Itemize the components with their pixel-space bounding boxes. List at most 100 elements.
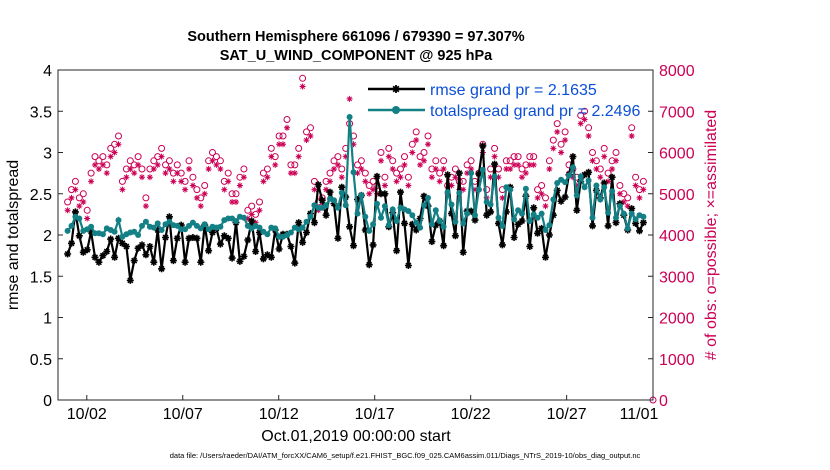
obs-assimilated-point [88,178,95,185]
y-right-tick-label: 6000 [659,146,695,163]
x-tick-label: 10/27 [547,406,587,423]
obs-assimilated-point [233,199,239,205]
obs-possible-point [557,140,565,148]
rmse-point [220,232,228,240]
rmse-point [604,222,612,230]
obs-assimilated-point [495,174,502,181]
rmse-point [459,248,467,256]
totalspread-point [158,227,165,233]
obs-assimilated-point [311,186,318,193]
totalspread-point [585,177,592,184]
y-left-tick-label: 3.5 [30,104,52,121]
y-left-tick-label: 0.5 [30,352,52,369]
obs-assimilated-point [68,194,75,201]
rmse-point [632,219,640,227]
totalspread-point [64,227,71,234]
totalspread-point [307,213,314,220]
obs-assimilated-point [613,157,619,164]
obs-assimilated-point [593,166,600,172]
rmse-point [483,211,491,219]
rmse-point [91,253,99,261]
rmse-point [310,219,318,227]
obs-assimilated-point [562,137,569,144]
obs-assimilated-point [131,170,138,177]
totalspread-point [389,206,396,213]
obs-possible-point [224,169,232,177]
obs-possible-point [287,161,295,169]
obs-possible-point [279,132,287,140]
obs-possible-point [283,116,291,123]
obs-possible-point [107,144,115,152]
totalspread-point [131,228,138,235]
footer-data-file: data file: /Users/raeder/DAI/ATM_forcXX/… [170,451,641,460]
rmse-point [428,238,436,246]
totalspread-point [331,197,337,204]
rmse-point [177,221,185,229]
totalspread-point [385,222,392,229]
y-left-tick-label: 4 [43,63,52,80]
rmse-point [432,221,440,229]
rmse-point [228,254,236,262]
obs-possible-point [581,107,589,115]
obs-possible-point [624,194,632,202]
obs-assimilated-point [417,161,424,168]
totalspread-point [381,203,388,210]
rmse-point [639,219,647,227]
totalspread-point [142,218,149,225]
obs-possible-point [526,153,534,161]
rmse-point [377,190,385,198]
totalspread-point [421,202,427,209]
rmse-point [322,211,330,219]
obs-possible-point [463,161,471,169]
rmse-point [491,160,499,168]
totalspread-point [519,210,525,217]
rmse-point [259,255,267,263]
obs-assimilated-point [268,153,275,160]
x-tick-label: 10/12 [259,406,299,423]
obs-possible-point [357,157,365,165]
y-right-tick-label: 5000 [659,187,695,204]
chart-title-line2: SAT_U_WIND_COMPONENT @ 925 hPa [220,48,493,64]
rmse-point [118,239,126,247]
rmse-point [248,217,256,225]
obs-possible-point [95,157,103,165]
totalspread-point [546,222,553,229]
obs-possible-point [632,173,640,181]
obs-possible-point [162,161,169,169]
obs-assimilated-point [409,149,416,156]
obs-possible-point [248,202,256,210]
obs-possible-point [307,124,314,132]
obs-possible-point [616,182,624,189]
obs-possible-point [545,157,553,165]
totalspread-point [299,224,306,231]
rmse-point [240,252,248,260]
obs-assimilated-point [338,174,345,181]
y-left-tick-label: 3 [43,146,52,163]
obs-assimilated-point [240,174,247,181]
obs-possible-point [303,128,310,136]
totalspread-point [479,166,486,173]
totalspread-line [66,116,644,239]
obs-possible-point [185,157,193,165]
obs-possible-point [542,194,549,202]
rmse-point [510,234,518,241]
obs-assimilated-point [632,182,639,189]
x-tick-label: 10/17 [355,406,395,423]
rmse-line [66,145,645,281]
totalspread-point [577,173,584,180]
obs-possible-point [561,128,569,136]
obs-possible-point [361,169,369,177]
rmse-point [346,223,354,231]
rmse-point [365,261,373,269]
obs-assimilated-point [538,190,545,197]
rmse-point [197,258,205,266]
obs-possible-point [115,132,122,140]
totalspread-point [569,164,576,171]
obs-assimilated-point [573,182,580,189]
obs-assimilated-point [291,170,298,177]
y-right-tick-label: 3000 [659,269,695,286]
obs-possible-point [432,157,440,165]
obs-assimilated-point [558,149,565,156]
totalspread-point [393,218,400,224]
